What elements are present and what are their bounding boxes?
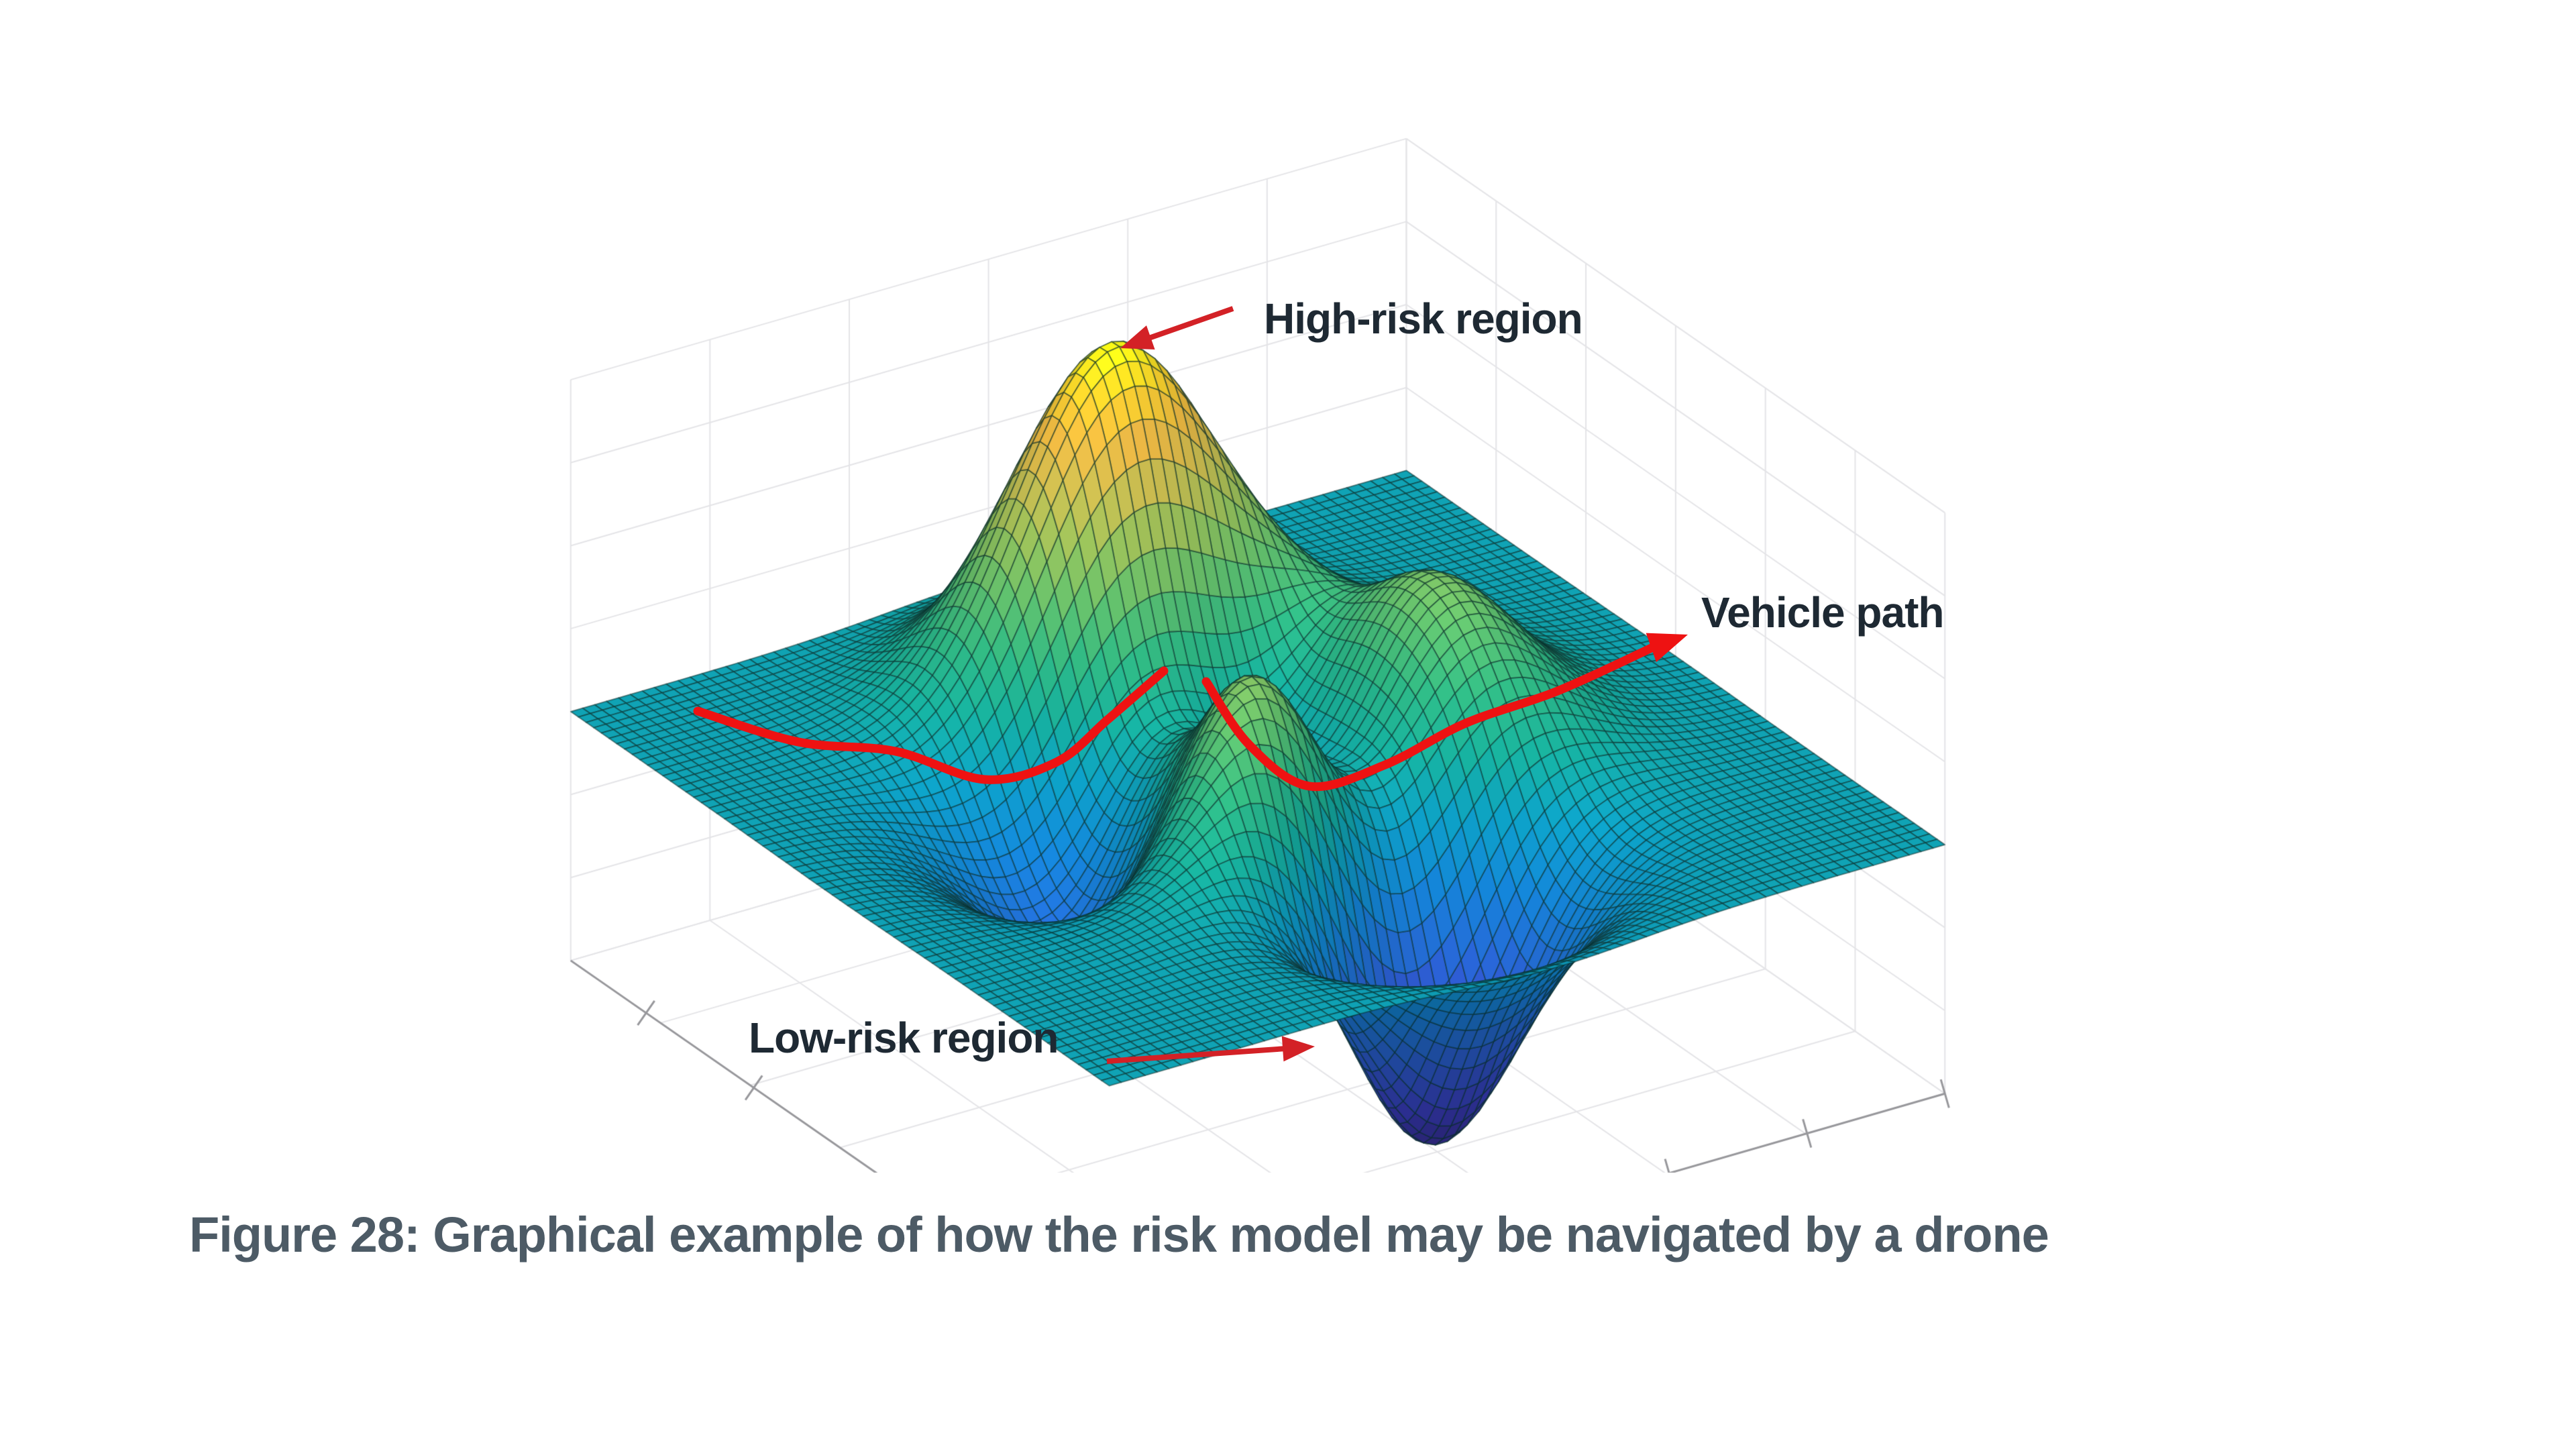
low-risk-arrow-icon [1281, 1036, 1315, 1062]
vehicle-path-line-1 [693, 666, 1169, 784]
low-risk-region-label: Low-risk region [749, 1014, 1059, 1062]
figure-caption: Figure 28: Graphical example of how the … [189, 1207, 2049, 1263]
high-risk-arrow-icon [1120, 325, 1155, 350]
vehicle-path-label: Vehicle path [1701, 588, 1944, 637]
high-risk-region-label: High-risk region [1264, 294, 1583, 343]
low-risk-arrow-line [1106, 1044, 1298, 1064]
vehicle-path-line-2 [1201, 641, 1660, 792]
high-risk-arrow-line [1136, 306, 1234, 345]
vehicle-path-arrowhead-icon [1646, 633, 1688, 663]
